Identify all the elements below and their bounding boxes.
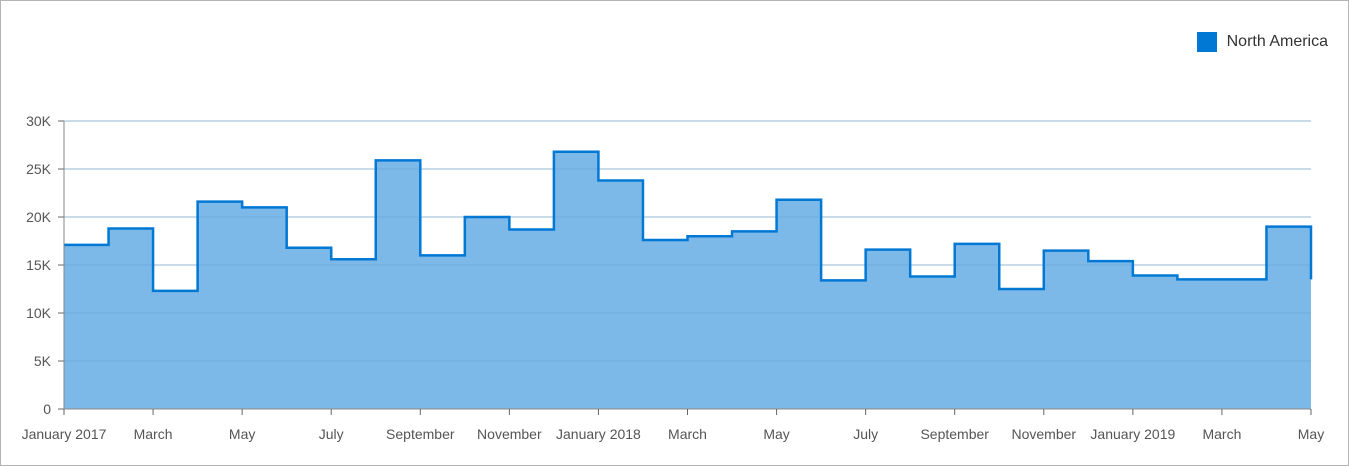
x-tick-label: March [1202, 426, 1241, 442]
series-line-north-america [64, 150, 1313, 293]
x-tick-label: July [853, 426, 878, 442]
legend-label-north-america: North America [1226, 33, 1328, 50]
x-tick-label: May [229, 426, 255, 442]
x-tick-label: July [319, 426, 344, 442]
y-tick-label: 25K [26, 161, 52, 177]
x-tick-label: May [763, 426, 789, 442]
x-tick-label: November [1011, 426, 1076, 442]
x-tick-label: September [920, 426, 989, 442]
x-tick-label: January 2019 [1090, 426, 1175, 442]
y-tick-label: 0 [43, 401, 51, 417]
plot-area [64, 120, 1313, 409]
x-tick-label: March [134, 426, 173, 442]
series-area-north-america [64, 151, 1311, 409]
x-tick-label: May [1298, 426, 1324, 442]
y-tick-label: 10K [26, 305, 52, 321]
x-tick-label: January 2018 [556, 426, 641, 442]
axes: 0 5K 10K 15K 20K 25K 30K January 2017 March May Ju… [22, 113, 1325, 442]
x-tick-label: September [386, 426, 455, 442]
x-tick-label: March [668, 426, 707, 442]
legend: North America [1196, 32, 1328, 52]
y-tick-label: 30K [26, 113, 52, 129]
y-tick-label: 5K [34, 353, 52, 369]
x-tick-label: November [477, 426, 542, 442]
legend-swatch [1196, 32, 1217, 52]
y-tick-label: 20K [26, 209, 52, 225]
y-tick-label: 15K [26, 257, 52, 273]
x-tick-label: January 2017 [22, 426, 107, 442]
